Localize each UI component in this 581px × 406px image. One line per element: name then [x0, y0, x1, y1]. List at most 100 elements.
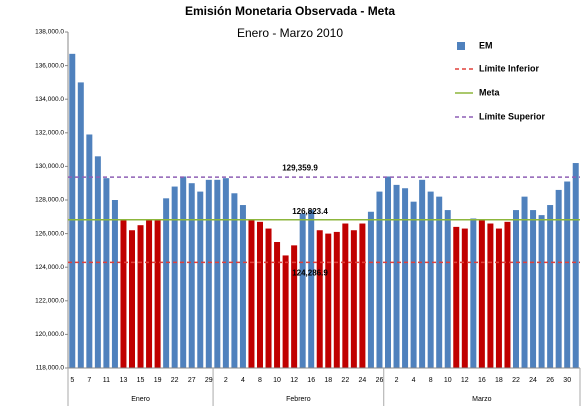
x-tick-label: 26	[546, 377, 554, 384]
y-tick-label: 118,000.0	[36, 365, 65, 372]
x-tick-label: 5	[70, 377, 74, 384]
y-tick-label: 136,000.0	[35, 62, 64, 69]
x-tick-label: 22	[341, 377, 349, 384]
x-tick-label: 12	[461, 377, 469, 384]
bar	[214, 179, 221, 368]
bar	[188, 183, 195, 368]
bar	[180, 176, 187, 368]
bar	[530, 210, 537, 368]
bar	[487, 223, 494, 368]
bar	[325, 233, 332, 368]
y-tick-label: 122,000.0	[35, 298, 64, 305]
legend-label: Límite Inferior	[479, 63, 540, 73]
bar	[478, 220, 485, 368]
y-tick-label: 132,000.0	[35, 130, 64, 137]
y-tick-label: 130,000.0	[35, 163, 64, 170]
bar	[359, 223, 366, 368]
bar	[521, 196, 528, 368]
x-tick-label: 24	[359, 377, 367, 384]
bar	[129, 230, 135, 368]
x-tick-label: 8	[429, 377, 433, 384]
x-tick-label: 7	[87, 377, 91, 384]
group-label: Febrero	[286, 396, 311, 403]
bar	[342, 223, 349, 368]
x-tick-label: 2	[224, 377, 228, 384]
chart-title: Emisión Monetaria Observada - Meta	[185, 4, 395, 18]
bar	[427, 191, 434, 368]
x-tick-label: 30	[563, 377, 571, 384]
bar	[419, 179, 426, 368]
x-tick-label: 11	[103, 377, 110, 384]
y-tick-label: 138,000.0	[35, 29, 64, 36]
bar	[470, 218, 477, 368]
bar	[376, 191, 383, 368]
bar	[308, 210, 315, 368]
bar	[513, 210, 519, 368]
bar	[197, 191, 204, 368]
bar	[402, 188, 409, 368]
bar	[257, 221, 263, 368]
bar	[86, 134, 93, 368]
x-tick-label: 22	[512, 377, 520, 384]
x-tick-label: 16	[307, 377, 315, 384]
y-tick-label: 120,000.0	[35, 331, 64, 338]
bar	[410, 201, 417, 368]
x-tick-label: 12	[290, 377, 298, 384]
legend-label: EM	[479, 40, 493, 50]
x-tick-label: 27	[188, 377, 196, 384]
x-tick-label: 16	[478, 377, 486, 384]
bar	[205, 179, 212, 368]
bar	[393, 184, 400, 368]
bar	[146, 220, 153, 368]
bar	[231, 193, 238, 368]
bar	[316, 230, 323, 368]
bar	[265, 228, 272, 368]
bar	[154, 220, 161, 368]
bar	[350, 230, 357, 368]
y-tick-label: 124,000.0	[35, 264, 64, 271]
x-tick-label: 10	[273, 377, 281, 384]
bar	[111, 200, 118, 368]
bar	[453, 226, 460, 368]
y-tick-label: 126,000.0	[35, 230, 64, 237]
bar	[137, 225, 144, 368]
reference-label: 129,359.9	[282, 163, 318, 172]
bar	[564, 181, 571, 368]
x-tick-label: 10	[444, 377, 452, 384]
legend-swatch	[457, 42, 465, 50]
reference-label: 124,286.9	[292, 268, 328, 277]
bar	[538, 215, 545, 368]
bar	[120, 220, 127, 368]
bar	[555, 189, 562, 368]
bar	[299, 213, 306, 368]
x-tick-label: 18	[324, 377, 332, 384]
bar	[504, 221, 511, 368]
bar	[461, 228, 468, 368]
x-tick-label: 18	[495, 377, 503, 384]
x-tick-label: 26	[376, 377, 384, 384]
x-tick-label: 4	[241, 377, 245, 384]
y-tick-label: 128,000.0	[35, 197, 64, 204]
bar	[163, 198, 170, 368]
y-tick-label: 134,000.0	[35, 96, 64, 103]
bar	[291, 245, 298, 368]
group-label: Marzo	[472, 396, 492, 403]
x-tick-label: 4	[412, 377, 416, 384]
bar	[239, 205, 246, 368]
x-tick-label: 8	[258, 377, 262, 384]
x-tick-label: 15	[137, 377, 145, 384]
x-tick-label: 13	[120, 377, 128, 384]
bar	[385, 176, 391, 368]
chart-subtitle: Enero - Marzo 2010	[237, 26, 343, 40]
x-tick-label: 2	[395, 377, 399, 384]
group-label: Enero	[131, 396, 150, 403]
bar	[282, 255, 289, 368]
bar	[572, 163, 579, 368]
bar	[367, 211, 374, 368]
x-tick-label: 29	[205, 377, 213, 384]
reference-label: 126,823.4	[292, 207, 328, 216]
x-tick-label: 24	[529, 377, 537, 384]
bar	[436, 196, 443, 368]
bar	[69, 53, 76, 369]
